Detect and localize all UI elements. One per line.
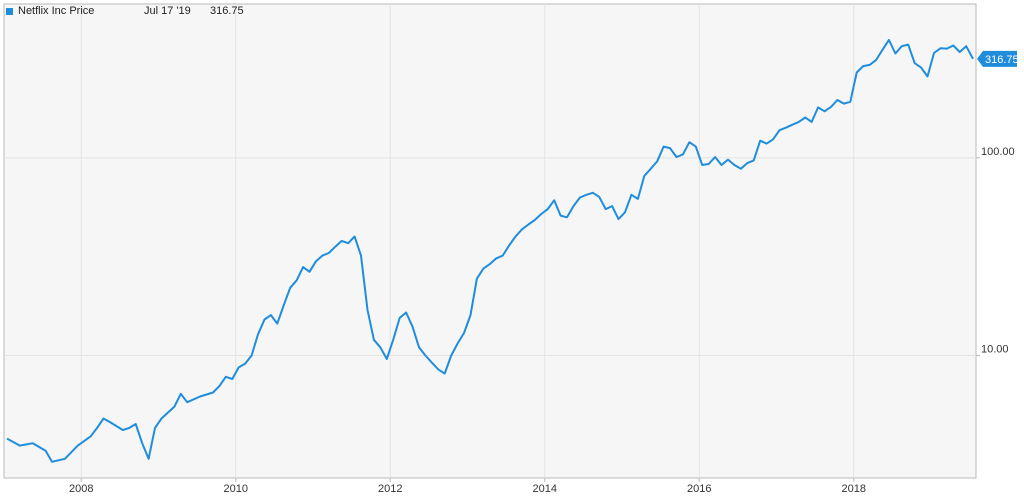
last-value-label: 316.75 bbox=[985, 54, 1019, 66]
x-tick-label-2010: 2010 bbox=[224, 483, 248, 495]
legend-value: 316.75 bbox=[210, 5, 244, 17]
x-tick-label-2008: 2008 bbox=[69, 483, 93, 495]
legend-date: Jul 17 '19 bbox=[144, 5, 191, 17]
y-axis-ticks: 10.00 100.00 bbox=[976, 146, 1015, 356]
x-tick-label-2014: 2014 bbox=[533, 483, 557, 495]
last-value-flag bbox=[977, 50, 1017, 67]
netflix-price-line bbox=[6, 38, 974, 463]
y-tick-label-10.00: 10.00 bbox=[981, 343, 1009, 355]
x-axis-ticks: 2008 2010 2012 2014 2016 2018 bbox=[69, 478, 866, 495]
legend-series-name: Netflix Inc Price bbox=[18, 5, 95, 17]
last-value-marker: 316.75 bbox=[977, 50, 1019, 67]
chart-legend: Netflix Inc Price Jul 17 '19 316.75 bbox=[6, 4, 244, 18]
legend-swatch bbox=[6, 7, 13, 15]
y-tick-label-100.00: 100.00 bbox=[981, 146, 1015, 158]
x-tick-label-2012: 2012 bbox=[378, 483, 402, 495]
plot-area bbox=[3, 3, 977, 479]
x-tick-label-2018: 2018 bbox=[842, 483, 866, 495]
x-tick-label-2016: 2016 bbox=[687, 483, 711, 495]
